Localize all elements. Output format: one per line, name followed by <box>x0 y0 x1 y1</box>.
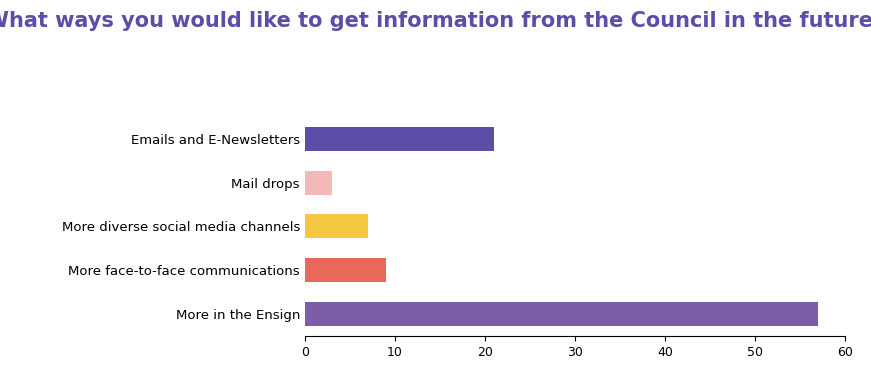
Bar <box>305 258 386 282</box>
Text: What ways you would like to get information from the Council in the future?: What ways you would like to get informat… <box>0 11 871 31</box>
Bar <box>305 127 494 151</box>
Bar <box>305 170 332 195</box>
Bar <box>305 214 368 238</box>
Bar <box>305 302 818 326</box>
